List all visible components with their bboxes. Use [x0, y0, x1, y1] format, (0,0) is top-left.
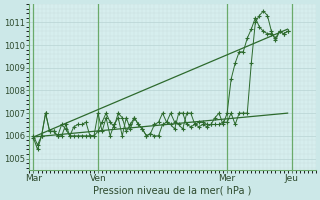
X-axis label: Pression niveau de la mer( hPa ): Pression niveau de la mer( hPa ) — [93, 186, 252, 196]
